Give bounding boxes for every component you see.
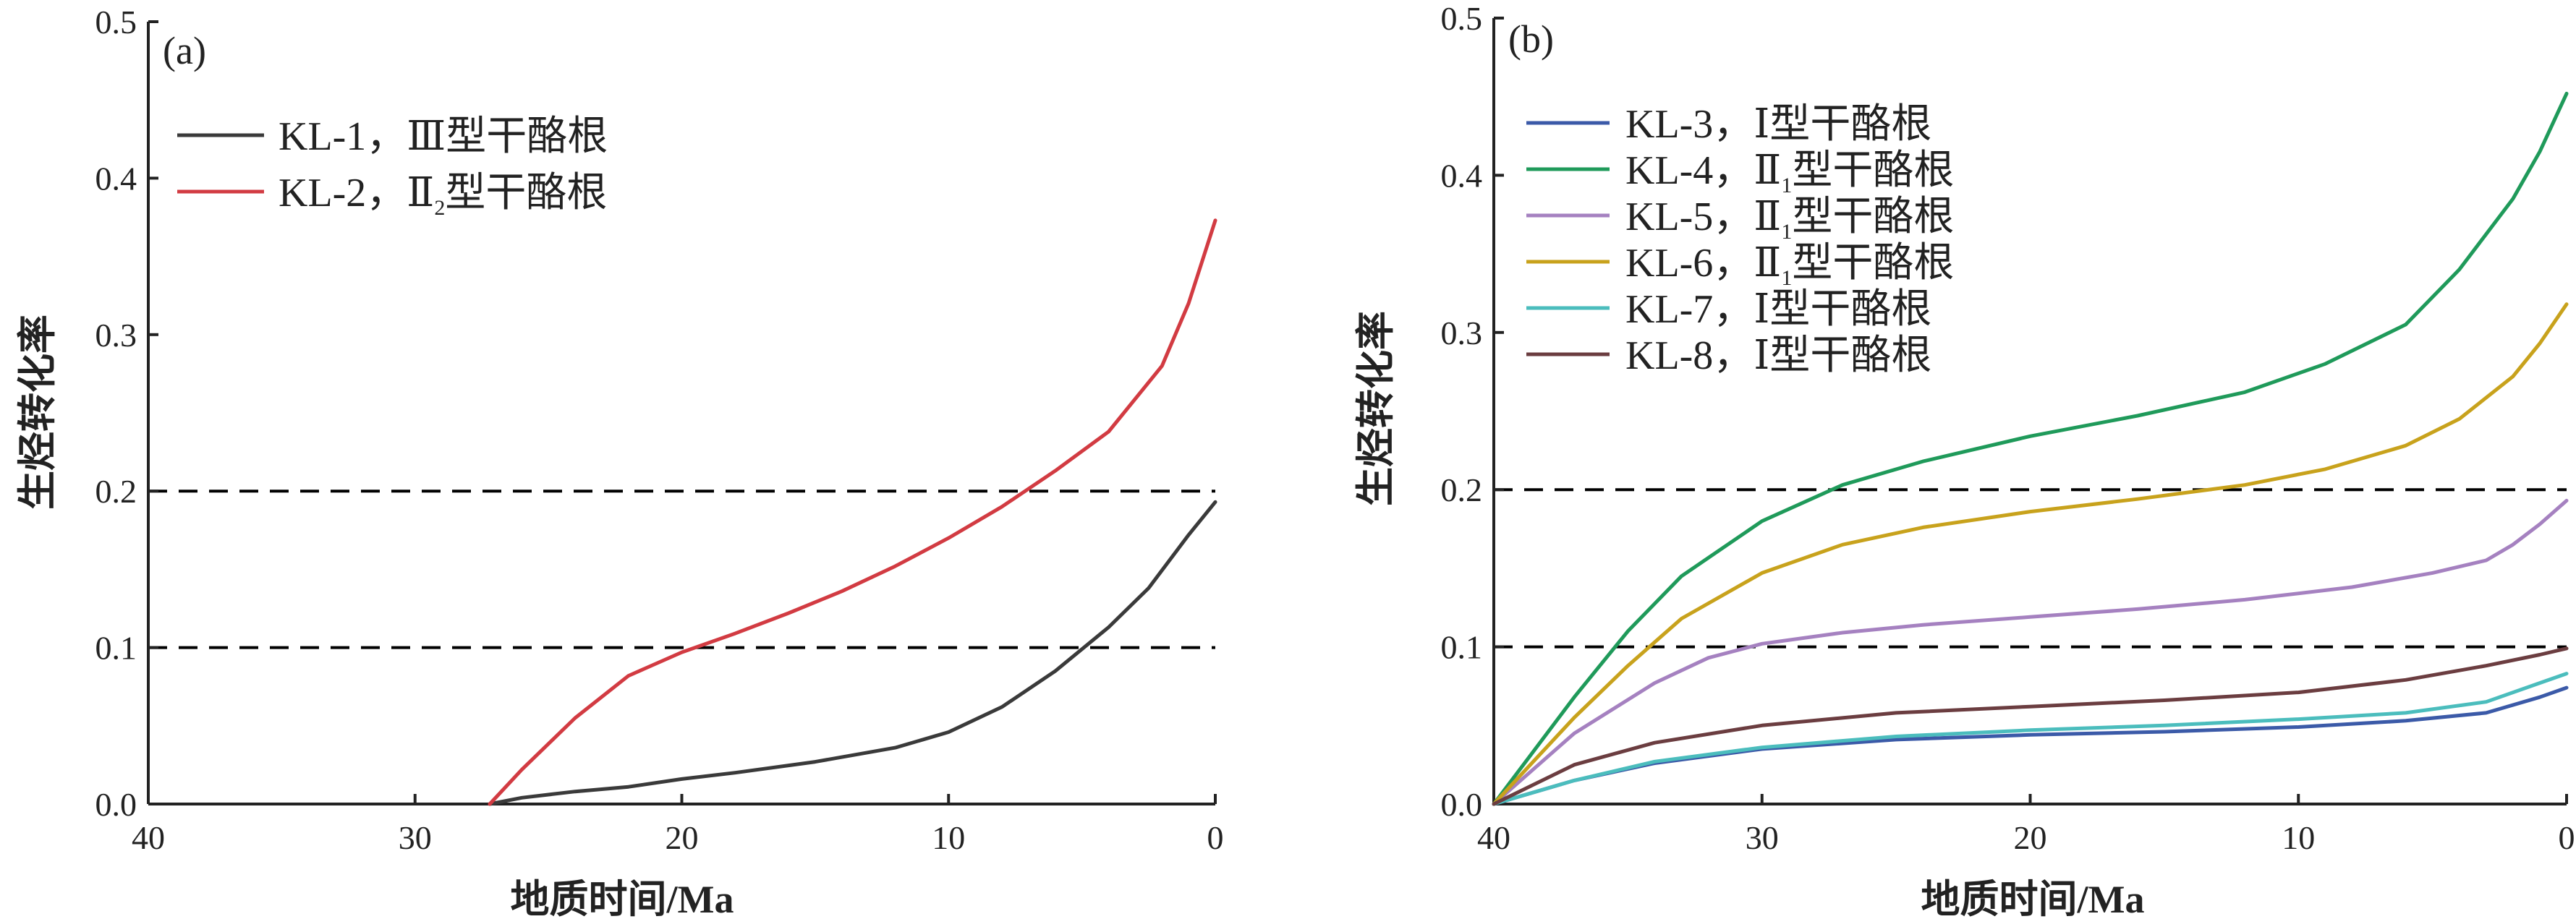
- panel-a-y-tick-label: 0.5: [95, 4, 137, 40]
- panel-a-series-line-2: [488, 218, 1217, 806]
- panel-a-y-tick-label: 0.1: [95, 630, 137, 667]
- panel-b-legend-label-1: KL-3，Ⅰ型干酪根: [1625, 102, 1931, 147]
- panel-a-series-line-1: [488, 500, 1217, 806]
- panel-b-legend-label-3: KL-5，Ⅱ1型干酪根: [1625, 195, 1954, 244]
- panel-a-x-axis-title: 地质时间/Ma: [511, 878, 734, 919]
- panel-b-series-line-5: [1492, 672, 2569, 806]
- panel-a-label: (a): [163, 29, 206, 72]
- panel-a-y-tick-label: 0.4: [95, 160, 137, 197]
- panel-b-legend-label-6: KL-8，Ⅰ型干酪根: [1625, 333, 1931, 378]
- panel-b-y-tick-label: 0.1: [1441, 629, 1483, 666]
- panel-b-x-tick-label: 0: [2559, 819, 2575, 856]
- panel-a-x-tick-label: 20: [666, 819, 699, 856]
- panel-a-legend: KL-1，Ⅲ型干酪根 KL-2，Ⅱ2型干酪根: [177, 114, 608, 220]
- panel-b-series-line-3: [1492, 498, 2569, 806]
- panel-a: 0.0 0.1 0.2 0.3 0.4 0.5 40 30 20 10 0 地质时间/Ma 生烃转化率 (…: [16, 4, 1224, 919]
- panel-b-series-line-6: [1492, 646, 2569, 806]
- panel-b-y-tick-label: 0.2: [1441, 471, 1483, 508]
- panel-a-x-tick-label: 10: [932, 819, 965, 856]
- panel-b: 0.0 0.1 0.2 0.3 0.4 0.5 40 30 20 10 0 地质时间/Ma 生烃转化率 (…: [1354, 0, 2575, 919]
- panel-b-y-tick-label: 0.5: [1441, 0, 1483, 37]
- panel-b-legend-label-4: KL-6，Ⅱ1型干酪根: [1625, 241, 1954, 290]
- panel-a-x-tick-label: 0: [1207, 819, 1224, 856]
- panel-b-series-line-4: [1492, 302, 2569, 806]
- panel-a-y-tick-label: 0.0: [95, 786, 137, 823]
- panel-b-label: (b): [1508, 17, 1554, 61]
- panel-a-y-tick-label: 0.3: [95, 317, 137, 354]
- panel-a-y-tick-label: 0.2: [95, 473, 137, 510]
- panel-b-x-tick-label: 10: [2282, 819, 2315, 856]
- panel-b-x-tick-label: 30: [1746, 819, 1779, 856]
- panel-a-legend-label-1: KL-1，Ⅲ型干酪根: [279, 114, 608, 159]
- panel-a-legend-label-2: KL-2，Ⅱ2型干酪根: [279, 171, 607, 220]
- panel-b-y-tick-label: 0.3: [1441, 315, 1483, 351]
- panel-b-x-axis-title: 地质时间/Ma: [1921, 878, 2145, 919]
- panel-b-x-tick-label: 20: [2014, 819, 2047, 856]
- panel-a-y-axis-title: 生烃转化率: [16, 315, 59, 510]
- panel-b-legend: KL-3，Ⅰ型干酪根KL-4，Ⅱ1型干酪根KL-5，Ⅱ1型干酪根KL-6，Ⅱ1型…: [1526, 102, 1954, 378]
- panel-b-series-line-2: [1492, 91, 2569, 806]
- panel-b-legend-label-2: KL-4，Ⅱ1型干酪根: [1625, 148, 1954, 197]
- panel-b-legend-label-5: KL-7，Ⅰ型干酪根: [1625, 287, 1931, 332]
- panel-a-x-tick-label: 40: [132, 819, 165, 856]
- panel-b-x-tick-label: 40: [1477, 819, 1510, 856]
- panel-a-x-tick-label: 30: [399, 819, 432, 856]
- panel-b-y-tick-label: 0.4: [1441, 157, 1483, 194]
- panel-b-y-axis-title: 生烃转化率: [1354, 311, 1398, 506]
- panel-b-y-tick-label: 0.0: [1441, 786, 1483, 823]
